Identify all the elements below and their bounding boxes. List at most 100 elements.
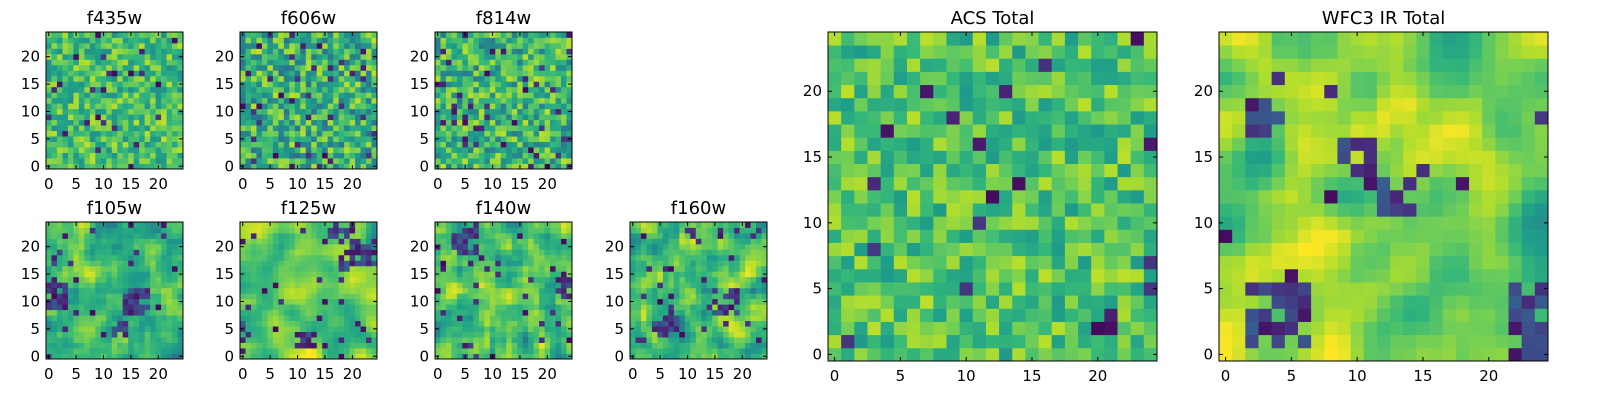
- heatmap-cell: [300, 287, 307, 294]
- heatmap-cell: [250, 103, 257, 110]
- heatmap-cell: [300, 108, 307, 115]
- heatmap-cell: [561, 147, 567, 153]
- heatmap-cell: [344, 136, 350, 142]
- heatmap-cell: [522, 75, 529, 82]
- heatmap-cell: [144, 86, 151, 93]
- heatmap-cell: [111, 75, 118, 82]
- heatmap-cell: [250, 304, 257, 311]
- heatmap-cell: [640, 232, 647, 239]
- heatmap-cell: [440, 282, 447, 289]
- heatmap-cell: [1143, 321, 1158, 336]
- heatmap-cell: [1104, 242, 1118, 257]
- heatmap-cell: [544, 260, 551, 267]
- heatmap-cell: [272, 260, 279, 267]
- heatmap-cell: [117, 276, 124, 283]
- heatmap-cell: [920, 203, 934, 217]
- heatmap-cell: [155, 130, 162, 137]
- heatmap-cell: [706, 326, 713, 332]
- heatmap-cell: [539, 81, 545, 88]
- heatmap-cell: [294, 337, 301, 343]
- heatmap-cell: [706, 232, 713, 239]
- heatmap-cell: [100, 342, 107, 349]
- heatmap-cell: [294, 70, 301, 77]
- heatmap-cell: [95, 70, 102, 77]
- heatmap-cell: [651, 265, 658, 272]
- heatmap-cell: [322, 249, 329, 256]
- x-tick-label: 0: [433, 365, 443, 383]
- heatmap-cell: [511, 125, 518, 132]
- heatmap-cell: [46, 92, 52, 99]
- heatmap-cell: [544, 265, 551, 272]
- heatmap-cell: [278, 92, 285, 99]
- heatmap-cell: [261, 125, 268, 132]
- heatmap-cell: [133, 81, 140, 88]
- heatmap-cell: [841, 203, 855, 217]
- heatmap-cell: [338, 348, 345, 354]
- heatmap-cell: [128, 326, 135, 332]
- heatmap-cell: [517, 141, 524, 148]
- heatmap-cell: [500, 130, 507, 137]
- heatmap-cell: [500, 75, 507, 82]
- heatmap-cell: [854, 189, 868, 204]
- heatmap-cell: [539, 114, 545, 121]
- heatmap-cell: [349, 136, 356, 142]
- heatmap-cell: [333, 125, 340, 132]
- heatmap-cell: [349, 260, 356, 267]
- heatmap-cell: [717, 238, 724, 245]
- heatmap-cell: [161, 163, 167, 170]
- heatmap-cell: [657, 238, 664, 245]
- heatmap-cell: [456, 75, 463, 82]
- heatmap-cell: [316, 125, 323, 132]
- heatmap-cell: [690, 331, 697, 338]
- heatmap-cell: [316, 276, 323, 283]
- heatmap-cell: [761, 227, 768, 234]
- heatmap-cell: [440, 81, 447, 88]
- heatmap-cell: [651, 348, 658, 354]
- heatmap-cell: [73, 232, 80, 239]
- heatmap-cell: [283, 222, 290, 228]
- heatmap-cell: [684, 287, 691, 294]
- heatmap-cell: [662, 222, 669, 228]
- heatmap-cell: [245, 249, 252, 256]
- y-tick-label: 20: [410, 48, 429, 66]
- heatmap-cell: [338, 260, 345, 267]
- heatmap-cell: [150, 152, 156, 159]
- heatmap-cell: [528, 249, 535, 256]
- heatmap-cell: [272, 59, 279, 66]
- heatmap-cell: [144, 163, 151, 170]
- heatmap-cell: [100, 152, 107, 159]
- heatmap-cell: [256, 92, 263, 99]
- heatmap-cell: [150, 130, 156, 137]
- heatmap-cell: [240, 254, 246, 261]
- y-tick-label: 15: [215, 265, 234, 283]
- heatmap-cell: [1117, 321, 1132, 336]
- heatmap-cell: [289, 348, 296, 354]
- heatmap-cell: [100, 282, 107, 289]
- heatmap-cell: [445, 119, 452, 126]
- heatmap-cell: [728, 238, 735, 245]
- heatmap-cell: [305, 53, 312, 60]
- heatmap-cell: [706, 287, 713, 294]
- heatmap-cell: [539, 309, 545, 316]
- heatmap-cell: [533, 287, 540, 294]
- heatmap-cell: [62, 254, 69, 261]
- heatmap-cell: [1025, 229, 1039, 243]
- heatmap-cell: [920, 229, 934, 243]
- heatmap-cell: [500, 243, 507, 250]
- heatmap-cell: [89, 254, 96, 261]
- heatmap-cell: [150, 70, 156, 77]
- heatmap-cell: [679, 243, 686, 250]
- heatmap-cell: [300, 158, 307, 164]
- heatmap-cell: [451, 232, 458, 239]
- heatmap-cell: [360, 32, 367, 38]
- heatmap-cell: [261, 64, 268, 71]
- heatmap-cell: [89, 293, 96, 300]
- heatmap-cell: [734, 243, 740, 250]
- heatmap-cell: [100, 37, 107, 44]
- heatmap-cell: [338, 152, 345, 159]
- heatmap-cell: [528, 282, 535, 289]
- heatmap-cell: [250, 326, 257, 332]
- heatmap-cell: [451, 282, 458, 289]
- heatmap-cell: [561, 114, 567, 121]
- heatmap-cell: [56, 260, 63, 267]
